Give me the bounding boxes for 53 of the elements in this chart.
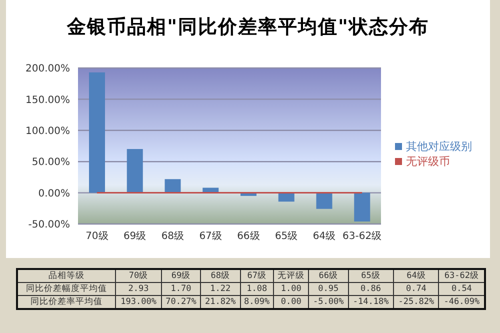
- data-label: 8.09%: [240, 296, 274, 309]
- chart-title: 金银币品相"同比价差率平均值"状态分布: [66, 15, 430, 40]
- data-label: 2.93: [116, 282, 162, 296]
- category-label: 70级: [116, 269, 162, 282]
- series-label: 同比价差幅度平均值: [17, 282, 116, 296]
- y-tick-label: 200.00%: [26, 64, 70, 75]
- x-tick-label: 65级: [274, 230, 298, 242]
- category-label: 无评级: [274, 269, 309, 282]
- data-label: 0.74: [394, 282, 439, 296]
- category-label: 66级: [308, 269, 348, 282]
- x-tick-label: 70级: [86, 230, 108, 242]
- x-tick-label: 66级: [237, 230, 260, 242]
- data-label: 0.00: [274, 296, 309, 309]
- x-tick-label: 67级: [199, 230, 222, 242]
- bar: [89, 72, 105, 193]
- category-label: 69级: [161, 269, 201, 282]
- x-tick-label: 64级: [312, 230, 336, 242]
- data-label: 0.86: [348, 282, 394, 296]
- legend-label: 其他对应级别: [406, 140, 472, 153]
- data-label: 193.00%: [116, 296, 162, 309]
- category-label: 68级: [200, 269, 240, 282]
- category-label: 64级: [394, 269, 439, 282]
- bar: [278, 192, 294, 202]
- data-label: -25.82%: [394, 296, 439, 309]
- data-label: 0.54: [438, 282, 485, 296]
- category-label: 63-62级: [438, 269, 485, 282]
- y-tick-label: -50.00%: [28, 220, 70, 231]
- data-label: -46.09%: [438, 296, 485, 309]
- category-label: 65级: [348, 269, 394, 282]
- text: 品相等级: [17, 269, 116, 282]
- data-label: 1.22: [200, 282, 240, 296]
- data-label: 1.00: [274, 282, 309, 296]
- bar: [316, 192, 332, 209]
- y-tick-label: 150.00%: [26, 94, 70, 106]
- y-tick-label: 100.00%: [26, 126, 70, 137]
- data-label: -5.00%: [308, 296, 348, 309]
- data-label: 1.70: [161, 282, 201, 296]
- data-label: -14.18%: [348, 296, 394, 309]
- text: 同比价差率平均值: [17, 296, 116, 309]
- legend-label: 无评级币: [406, 155, 450, 168]
- y-tick-label: 50.00%: [32, 157, 70, 168]
- x-tick-label: 68级: [161, 230, 184, 242]
- data-label: 21.82%: [200, 296, 240, 309]
- bar: [164, 179, 181, 193]
- y-tick-label: 0.00%: [38, 188, 70, 200]
- x-tick-label: 63-62级: [342, 230, 382, 242]
- data-label: 0.95: [308, 282, 348, 296]
- bar: [126, 148, 143, 193]
- x-tick-label: 69级: [123, 230, 146, 242]
- data-label: 70.27%: [161, 296, 201, 309]
- data-label: 1.08: [240, 282, 274, 296]
- category-label: 67级: [240, 269, 274, 282]
- bar: [354, 192, 370, 222]
